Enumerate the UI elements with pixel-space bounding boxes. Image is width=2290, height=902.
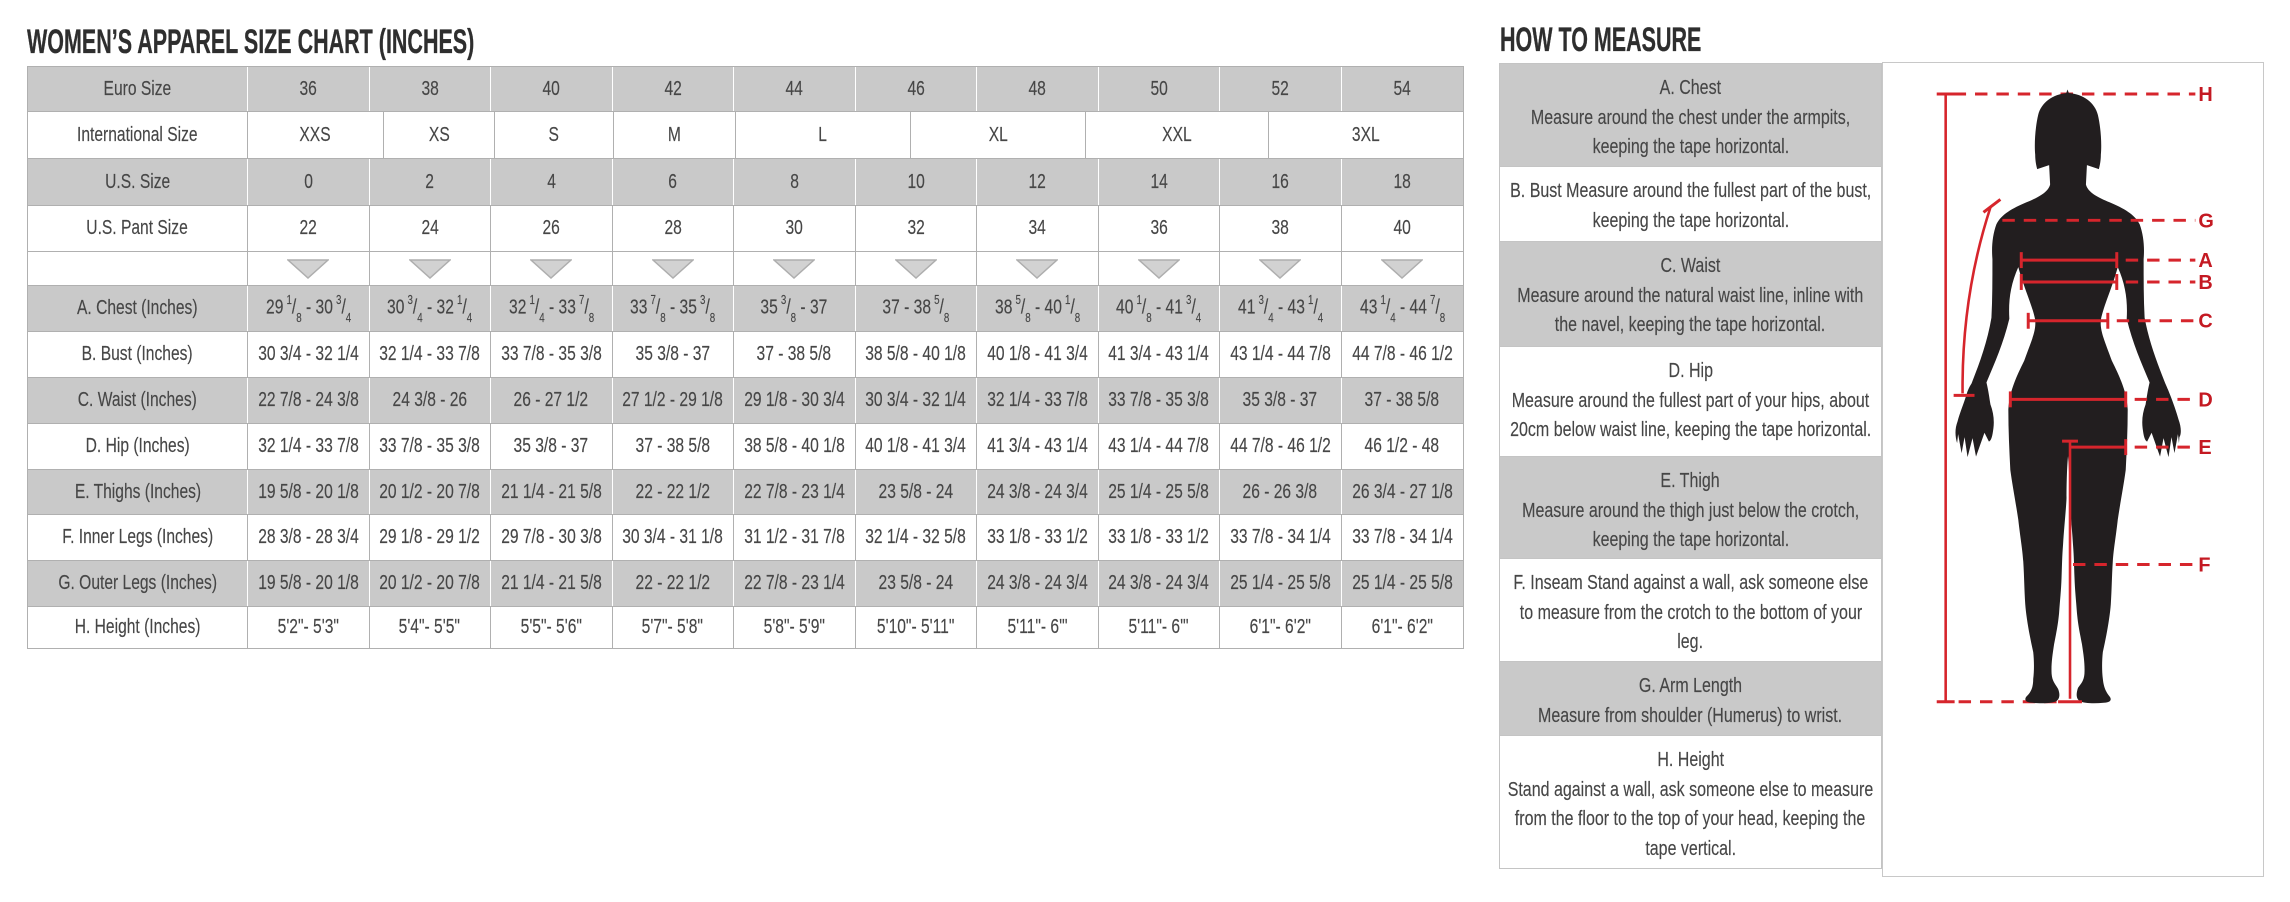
svg-text:F: F [2198,554,2210,576]
svg-text:G: G [2198,210,2213,232]
svg-text:E: E [2198,437,2211,459]
svg-text:B: B [2198,272,2212,294]
svg-text:A: A [2198,250,2212,272]
svg-text:C: C [2198,311,2212,333]
svg-text:H: H [2198,84,2212,106]
svg-text:D: D [2198,389,2212,411]
